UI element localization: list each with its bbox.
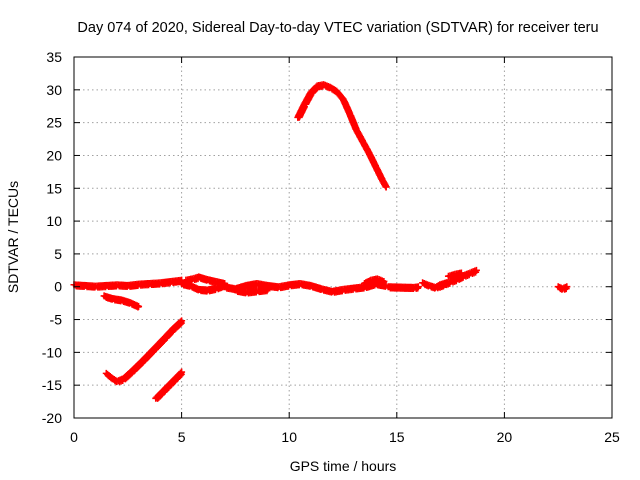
y-tick-label: 20 bbox=[46, 147, 62, 163]
x-tick-label: 10 bbox=[281, 429, 297, 445]
series-3 bbox=[152, 368, 186, 402]
y-tick-label: 35 bbox=[46, 49, 62, 65]
data-point bbox=[264, 285, 272, 293]
x-tick-label: 25 bbox=[604, 429, 620, 445]
plot-frame bbox=[73, 56, 613, 419]
data-point bbox=[563, 283, 571, 291]
data-point bbox=[414, 283, 422, 291]
series-7 bbox=[231, 285, 272, 297]
series-1 bbox=[100, 292, 143, 311]
grid-lines bbox=[74, 57, 612, 418]
data-point bbox=[135, 302, 143, 310]
x-tick-label: 15 bbox=[389, 429, 405, 445]
data-point bbox=[472, 266, 480, 274]
series-13 bbox=[444, 269, 465, 281]
series-0 bbox=[70, 276, 186, 291]
axis-ticks bbox=[73, 56, 613, 419]
tick-labels: 0 5 10 15 20 25 -20 -15 -10 -5 0 5 10 15 20 25 30 35 bbox=[42, 49, 620, 445]
data-point bbox=[382, 183, 390, 191]
series-10 bbox=[384, 283, 422, 293]
series-14 bbox=[554, 283, 571, 293]
data-points bbox=[70, 81, 571, 402]
y-tick-label: -15 bbox=[42, 377, 62, 393]
data-point bbox=[457, 269, 465, 277]
y-tick-label: 15 bbox=[46, 180, 62, 196]
data-point bbox=[380, 277, 388, 285]
series-6 bbox=[221, 279, 390, 296]
y-tick-label: -5 bbox=[50, 312, 63, 328]
y-tick-label: 0 bbox=[54, 279, 62, 295]
y-tick-label: 30 bbox=[46, 82, 62, 98]
data-point bbox=[178, 368, 186, 376]
series-9 bbox=[294, 81, 390, 191]
y-tick-label: 10 bbox=[46, 213, 62, 229]
y-tick-label: -10 bbox=[42, 344, 62, 360]
x-axis-label: GPS time / hours bbox=[290, 458, 397, 474]
series-2 bbox=[102, 317, 186, 386]
x-tick-label: 0 bbox=[70, 429, 78, 445]
trace-marker bbox=[457, 270, 465, 278]
y-tick-label: 5 bbox=[54, 246, 62, 262]
y-tick-label: -20 bbox=[42, 410, 62, 426]
data-point bbox=[178, 317, 186, 325]
series-8 bbox=[361, 275, 388, 288]
y-tick-label: 25 bbox=[46, 115, 62, 131]
x-tick-label: 5 bbox=[178, 429, 186, 445]
x-tick-label: 20 bbox=[497, 429, 513, 445]
chart-title: Day 074 of 2020, Sidereal Day-to-day VTE… bbox=[77, 20, 598, 36]
y-axis-label: SDTVAR / TECUs bbox=[5, 181, 21, 293]
